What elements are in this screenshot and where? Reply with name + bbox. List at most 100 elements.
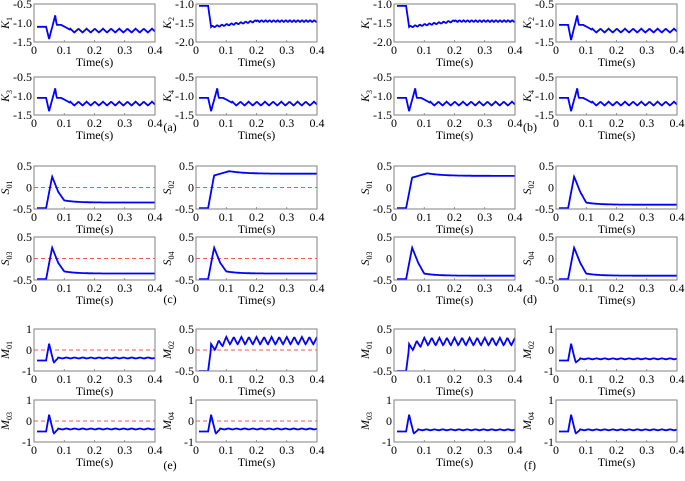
x-tick-label: 0.1 — [57, 43, 72, 57]
x-tick-label: 0 — [391, 43, 397, 57]
x-tick-label: 0.4 — [508, 281, 523, 295]
x-tick-label: 0.3 — [477, 372, 492, 386]
axes-box — [33, 76, 156, 116]
y-axis-label: S04 — [160, 252, 176, 266]
x-tick-label: 0.4 — [310, 116, 325, 130]
y-tick-label: 0.5 — [179, 230, 194, 244]
x-tick-label: 0 — [391, 116, 397, 130]
y-tick-label: 1 — [188, 393, 194, 407]
subplot-b-k4: 0 0.1 0.2 0.3 0.4 -0.5 -1.0 -1.5 Time(s) K4 — [520, 70, 685, 142]
y-tick-label: 0 — [386, 414, 392, 428]
x-tick-label: 0.2 — [87, 281, 102, 295]
y-tick-label: -1.0 — [175, 89, 194, 103]
subplot-b-k3: 0 0.1 0.2 0.3 0.4 -0.5 -1.0 -1.5 Time(s) K3 — [358, 70, 523, 142]
x-tick-label: 0.1 — [579, 210, 594, 224]
x-tick-label: 0.4 — [508, 43, 523, 57]
x-tick-label: 0.3 — [117, 116, 132, 130]
y-axis-label: M02 — [520, 341, 536, 360]
y-tick-label: -1.0 — [535, 89, 554, 103]
x-tick-label: 0.4 — [508, 443, 523, 457]
y-tick-label: 0.5 — [377, 322, 392, 336]
x-tick-label: 0.2 — [87, 443, 102, 457]
y-tick-label: -1 — [544, 435, 554, 449]
x-tick-label: 0 — [193, 281, 199, 295]
data-line — [559, 15, 677, 41]
x-tick-label: 0.2 — [609, 210, 624, 224]
y-tick-label: 0 — [548, 414, 554, 428]
y-tick-label: -0.5 — [13, 70, 32, 84]
x-tick-label: 0 — [193, 443, 199, 457]
x-tick-label: 0.1 — [219, 210, 234, 224]
caption-d: (d) — [523, 292, 537, 306]
x-axis-label: Time(s) — [76, 455, 114, 469]
x-tick-label: 0.3 — [117, 210, 132, 224]
x-tick-label: 0 — [553, 372, 559, 386]
y-tick-label: -0.5 — [13, 0, 32, 11]
axes-box — [555, 236, 678, 281]
subplot-b-k1: 0 0.1 0.2 0.3 0.4 -1.0 -1.5 -2.0 Time(s) K1 — [358, 0, 523, 69]
x-tick-label: 0.2 — [447, 210, 462, 224]
data-line — [397, 414, 515, 435]
y-tick-label: -0.5 — [535, 0, 554, 11]
x-tick-label: 0.3 — [117, 443, 132, 457]
y-tick-label: 0 — [548, 343, 554, 357]
x-tick-label: 0 — [31, 372, 37, 386]
x-tick-label: 0 — [391, 281, 397, 295]
x-axis-label: Time(s) — [598, 222, 636, 236]
y-tick-label: -1 — [22, 364, 32, 378]
x-axis-label: Time(s) — [598, 455, 636, 469]
axes-box — [393, 399, 516, 443]
y-axis-label: M01 — [0, 341, 14, 360]
axes-box — [33, 3, 156, 43]
y-tick-label: -0.5 — [373, 70, 392, 84]
x-tick-label: 0.1 — [219, 372, 234, 386]
y-tick-label: -1.5 — [175, 108, 194, 122]
x-tick-label: 0.3 — [477, 210, 492, 224]
caption-f: (f) — [524, 458, 536, 472]
y-tick-label: -0.5 — [175, 273, 194, 287]
x-tick-label: 0.4 — [670, 116, 685, 130]
caption-b: (b) — [523, 120, 537, 134]
x-tick-label: 0.3 — [477, 116, 492, 130]
x-axis-label: Time(s) — [238, 455, 276, 469]
data-line — [559, 173, 677, 209]
y-tick-label: -1.0 — [373, 89, 392, 103]
y-tick-label: -1.0 — [13, 89, 32, 103]
data-line — [397, 5, 515, 29]
x-tick-label: 0.3 — [117, 281, 132, 295]
y-tick-label: 0 — [386, 343, 392, 357]
y-axis-label: K4 — [520, 90, 536, 103]
y-tick-label: -1.0 — [535, 16, 554, 30]
caption-e: (e) — [163, 458, 177, 472]
y-tick-label: 0.5 — [17, 230, 32, 244]
axes-box — [195, 76, 318, 116]
x-axis-label: Time(s) — [76, 128, 114, 142]
y-tick-label: 0 — [188, 252, 194, 266]
x-tick-label: 0.1 — [417, 281, 432, 295]
x-tick-label: 0.3 — [477, 281, 492, 295]
y-tick-label: 0 — [548, 252, 554, 266]
axes-box — [33, 328, 156, 372]
x-axis-label: Time(s) — [76, 384, 114, 398]
y-axis-label: M01 — [358, 341, 374, 360]
y-tick-label: 0.5 — [539, 159, 554, 173]
x-axis-label: Time(s) — [436, 222, 474, 236]
x-tick-label: 0.2 — [609, 443, 624, 457]
y-axis-label: K2 — [160, 17, 176, 30]
x-tick-label: 0.3 — [279, 443, 294, 457]
x-tick-label: 0.2 — [87, 116, 102, 130]
x-tick-label: 0.4 — [310, 372, 325, 386]
x-tick-label: 0 — [31, 43, 37, 57]
x-tick-label: 0 — [391, 443, 397, 457]
x-tick-label: 0.3 — [639, 210, 654, 224]
x-tick-label: 0.4 — [310, 210, 325, 224]
x-tick-label: 0.2 — [87, 210, 102, 224]
y-tick-label: -1.0 — [13, 16, 32, 30]
subplot-a-k3: 0 0.1 0.2 0.3 0.4 -0.5 -1.0 -1.5 Time(s) K3 — [0, 70, 163, 142]
x-tick-label: 0.4 — [508, 372, 523, 386]
